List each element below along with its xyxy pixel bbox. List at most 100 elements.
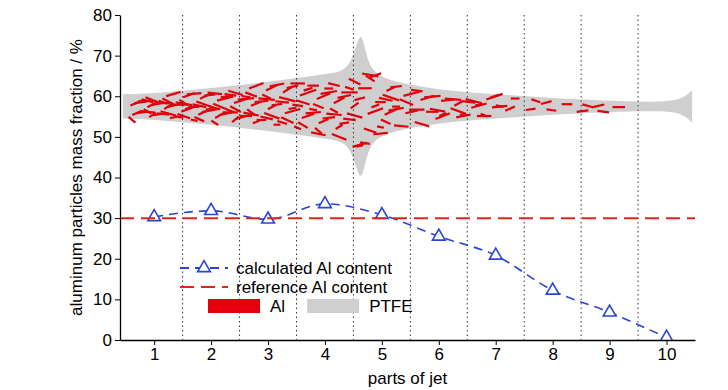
x-tick-label: 9 [605, 345, 614, 364]
jet-al-streak [321, 91, 337, 94]
legend-swatch [208, 299, 260, 313]
y-axis-line [120, 16, 121, 341]
jet-al-streak [272, 104, 283, 105]
y-tick: 50 [93, 128, 120, 147]
reference-line [120, 217, 695, 219]
y-tick-mark [115, 56, 120, 57]
part-separator [182, 15, 183, 340]
jet-al-streak [439, 113, 446, 116]
jet-al-streak [277, 121, 287, 124]
series-line [154, 204, 666, 338]
jet-al-streak [355, 97, 366, 100]
x-tick-label: 4 [321, 345, 330, 364]
jet-al-streak [292, 105, 303, 106]
jet-image [123, 37, 692, 176]
jet-al-streak [304, 88, 313, 91]
legend-swatch [307, 299, 359, 313]
jet-al-streak [371, 105, 379, 108]
jet-al-streak [221, 96, 230, 97]
jet-al-streak [306, 112, 321, 113]
jet-al-streak [505, 106, 515, 110]
jet-al-streak [322, 117, 335, 118]
jet-al-streak [161, 111, 176, 115]
jet-al-streak [547, 109, 557, 110]
jet-al-streak [242, 96, 251, 97]
jet-al-streak [490, 95, 499, 98]
jet-al-streak [311, 132, 325, 135]
jet-al-streak [279, 97, 295, 101]
jet-al-streak [541, 101, 552, 104]
jet-al-streak [496, 105, 504, 106]
y-tick-mark [115, 299, 120, 300]
jet-al-streak [562, 103, 573, 105]
jet-al-streak [411, 90, 423, 91]
jet-al-streak [339, 122, 349, 123]
jet-al-streak [475, 104, 483, 105]
jet-al-streak [319, 119, 329, 123]
jet-al-streak [405, 110, 418, 113]
legend-item: PTFE [307, 297, 412, 316]
jet-al-streak [285, 109, 300, 113]
jet-al-streak [592, 104, 605, 107]
jet-al-streak [289, 108, 297, 109]
jet-al-streak [454, 101, 462, 105]
x-tick-label: 6 [435, 345, 444, 364]
jet-al-streak [511, 97, 520, 99]
jet-al-streak [328, 83, 340, 86]
legend-item: reference Al content [180, 278, 387, 297]
jet-al-streak [217, 96, 233, 100]
jet-al-streak [486, 94, 502, 100]
series-marker [432, 229, 445, 240]
jet-al-streak [388, 108, 403, 111]
jet-al-streak [258, 98, 274, 99]
y-axis: 01020304050607080 [93, 6, 120, 350]
jet-al-streak [373, 133, 387, 134]
y-tick-mark [115, 96, 120, 97]
jet-al-streak [238, 98, 254, 99]
x-tick: 2 [207, 340, 216, 364]
y-tick-mark [115, 137, 120, 138]
jet-al-streak [213, 104, 226, 110]
y-tick-label: 10 [93, 290, 112, 309]
y-tick-label: 0 [103, 331, 112, 350]
y-tick-label: 70 [93, 47, 112, 66]
jet-al-streak [249, 83, 263, 89]
series-marker [660, 330, 673, 340]
jet-al-streak [313, 104, 324, 108]
x-tick-label: 7 [492, 345, 501, 364]
y-axis-title: aluminum particles mass fraction / % [67, 39, 86, 316]
y-tick: 30 [93, 209, 120, 228]
jet-al-streak [435, 113, 449, 119]
jet-al-streak [364, 128, 377, 132]
x-tick-label: 2 [207, 345, 216, 364]
jet-al-streak [424, 96, 440, 97]
x-tick: 1 [150, 340, 159, 364]
x-tick-label: 3 [264, 345, 273, 364]
jet-al-streak [360, 142, 370, 143]
jet-al-streak [597, 111, 609, 112]
chart: 1234567891001020304050607080parts of jet… [0, 0, 728, 390]
jet-al-streak [178, 114, 191, 118]
jet-al-streak [270, 83, 284, 86]
jet-al-streak [330, 108, 338, 112]
jet-al-streak [381, 120, 391, 124]
jet-al-streak [336, 125, 343, 129]
jet-al-streak [255, 101, 268, 102]
jet-al-streak [370, 73, 382, 77]
jet-al-streak [247, 109, 255, 115]
jet-al-streak [349, 79, 361, 85]
jet-al-streak [377, 126, 384, 127]
jet-al-streak [179, 100, 188, 106]
x-tick: 3 [264, 340, 273, 364]
x-tick-label: 10 [658, 345, 677, 364]
part-separator [524, 15, 525, 340]
series-marker [319, 197, 332, 208]
plot-area [120, 15, 695, 340]
y-tick-mark [115, 218, 120, 219]
jet-al-streak [162, 99, 174, 105]
jet-al-streak [300, 90, 316, 96]
jet-al-streak [383, 95, 399, 101]
jet-al-streak [230, 106, 241, 112]
y-tick: 40 [93, 168, 120, 187]
jet-al-streak [274, 124, 281, 126]
